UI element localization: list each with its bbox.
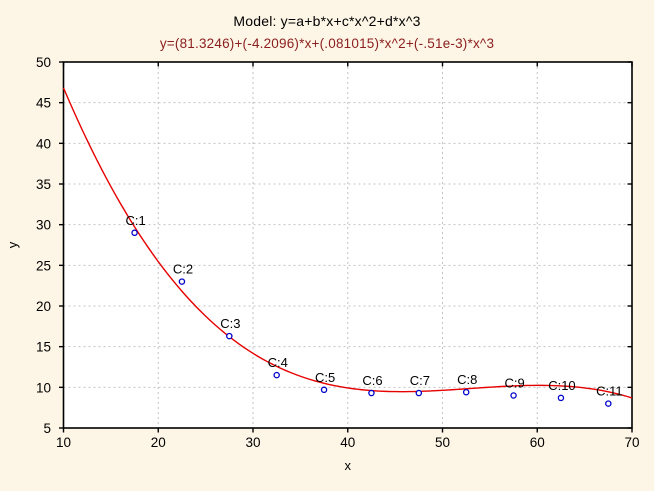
data-point-marker	[226, 332, 233, 340]
y-tick-label: 50	[36, 55, 51, 70]
y-tick-label: 30	[36, 218, 51, 233]
data-point-label: C:2	[173, 262, 193, 277]
x-axis-label: x	[345, 458, 352, 473]
data-point-label: C:10	[548, 378, 575, 393]
data-point-label: C:4	[268, 355, 288, 370]
data-point-marker	[178, 278, 186, 285]
x-tick-label: 10	[56, 435, 71, 450]
data-point-label: C:5	[315, 370, 335, 385]
y-tick-label: 40	[36, 136, 51, 151]
data-point-marker	[320, 386, 328, 394]
data-point-label: C:7	[410, 373, 430, 388]
data-point-label: C:3	[220, 316, 240, 331]
data-point-marker	[462, 388, 470, 396]
data-point-marker	[368, 389, 375, 397]
data-point-label: C:1	[125, 213, 145, 228]
x-tick-label: 60	[530, 435, 545, 450]
data-point-label: C:8	[457, 372, 477, 387]
y-tick-label: 35	[36, 177, 51, 192]
y-tick-label: 5	[43, 421, 51, 436]
data-point-marker	[131, 229, 138, 237]
data-point-marker	[605, 400, 612, 407]
chart-title: Model: y=a+b*x+c*x^2+d*x^3	[233, 13, 421, 29]
data-point-marker	[273, 371, 280, 379]
data-point-label: C:11	[596, 384, 623, 399]
y-tick-label: 10	[36, 380, 51, 395]
data-point-label: C:6	[362, 373, 382, 388]
data-point-marker	[510, 392, 517, 399]
y-tick-label: 20	[36, 299, 51, 314]
y-axis-label: y	[5, 241, 20, 248]
y-tick-label: 25	[36, 258, 51, 273]
x-tick-label: 30	[245, 435, 260, 450]
x-tick-label: 50	[435, 435, 450, 450]
data-point-marker	[557, 394, 565, 402]
data-point-marker	[415, 389, 423, 397]
y-tick-label: 15	[36, 340, 51, 355]
data-point-label: C:9	[504, 375, 524, 390]
x-tick-label: 40	[340, 435, 355, 450]
chart-subtitle-equation: y=(81.3246)+(-4.2096)*x+(.081015)*x^2+(-…	[159, 36, 495, 51]
x-tick-label: 20	[151, 435, 166, 450]
fit-curve	[62, 87, 633, 399]
x-tick-label: 70	[624, 435, 639, 450]
y-tick-label: 45	[36, 96, 51, 111]
